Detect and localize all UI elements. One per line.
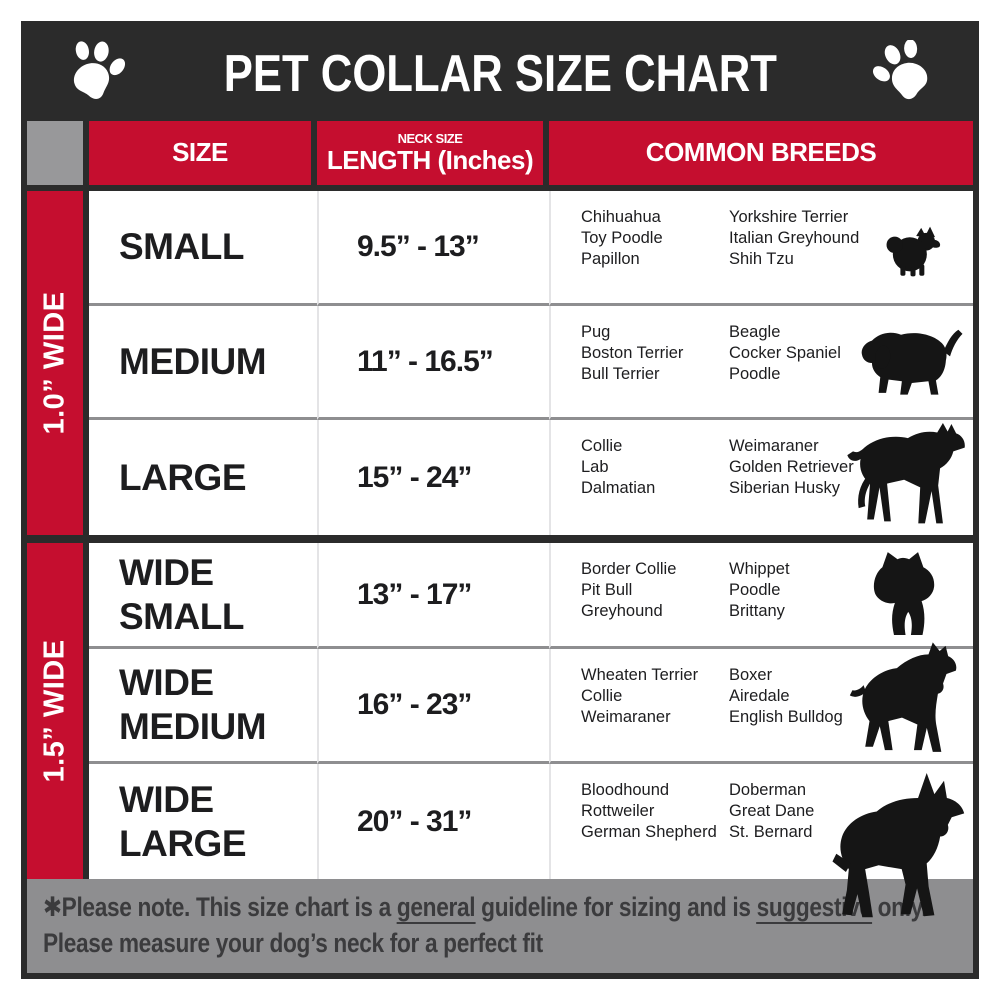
range-cell-large: 15” - 24” (317, 420, 549, 535)
range-cell-small: 9.5” - 13” (317, 191, 549, 306)
breeds-cell-wide-small: Border Collie Pit Bull Greyhound Whippet… (549, 543, 973, 649)
footnote-line-1: ✱Please note. This size chart is a gener… (43, 892, 928, 925)
footnote-text: ✱Please note. This size chart is a gener… (43, 890, 928, 961)
breed-list: Whippet Poodle Brittany (729, 560, 790, 620)
corner-spacer (27, 121, 89, 185)
paw-print-icon (871, 39, 943, 108)
section-divider (27, 535, 973, 543)
chart-frame: PET COLLAR SIZE CHART SIZE (21, 21, 979, 979)
breed-list: Pug Boston Terrier Bull Terrier (581, 323, 684, 383)
underlined-word: suggestive (756, 892, 872, 925)
section-label-1-inch-wide: 1.0” WIDE (27, 191, 89, 535)
column-header-neck-length: NECK SIZE LENGTH (Inches) (317, 121, 549, 185)
breed-list: Wheaten Terrier Collie Weimaraner (581, 666, 699, 726)
column-header-common-breeds: COMMON BREEDS (549, 121, 973, 185)
breed-list: Boxer Airedale English Bulldog (729, 666, 843, 726)
range-cell-wide-small: 13” - 17” (317, 543, 549, 649)
breed-list: Collie Lab Dalmatian (581, 437, 656, 497)
small-fluffy-dog-silhouette-icon (881, 219, 945, 277)
breeds-cell-wide-medium: Wheaten Terrier Collie Weimaraner Boxer … (549, 642, 973, 764)
range-cell-wide-large: 20” - 31” (317, 764, 549, 879)
page-title: PET COLLAR SIZE CHART (223, 45, 777, 103)
underlined-word: general (396, 892, 476, 925)
breed-list: Chihuahua Toy Poodle Papillon (581, 208, 663, 268)
paw-print-icon (57, 40, 129, 108)
breed-list: Bloodhound Rottweiler German Shepherd (581, 781, 717, 841)
breeds-cell-small: Chihuahua Toy Poodle Papillon Yorkshire … (549, 191, 973, 306)
breeds-cell-wide-large: Bloodhound Rottweiler German Shepherd Do… (549, 764, 973, 918)
size-cell-small: SMALL (89, 191, 317, 306)
breed-list: Yorkshire Terrier Italian Greyhound Shih… (729, 208, 860, 268)
range-cell-medium: 11” - 16.5” (317, 306, 549, 420)
neck-size-sublabel: NECK SIZE (397, 131, 463, 147)
range-cell-wide-medium: 16” - 23” (317, 649, 549, 764)
length-label: LENGTH (Inches) (326, 144, 534, 175)
breed-list: Border Collie Pit Bull Greyhound (581, 560, 677, 620)
size-cell-large: LARGE (89, 420, 317, 535)
size-cell-wide-small: WIDE SMALL (89, 543, 317, 649)
size-cell-medium: MEDIUM (89, 306, 317, 420)
footnote-line-2: Please measure your dog’s neck for a per… (43, 928, 543, 958)
column-header-row: SIZE NECK SIZE LENGTH (Inches) COMMON BR… (27, 121, 973, 191)
size-cell-wide-large: WIDE LARGE (89, 764, 317, 879)
breed-list: Weimaraner Golden Retriever Siberian Hus… (729, 437, 854, 497)
breeds-cell-large: Collie Lab Dalmatian Weimaraner Golden R… (549, 420, 973, 535)
breeds-cell-medium: Pug Boston Terrier Bull Terrier Beagle C… (549, 306, 973, 420)
breed-list: Doberman Great Dane St. Bernard (729, 781, 815, 841)
title-bar: PET COLLAR SIZE CHART (27, 27, 973, 121)
page-title-wrap: PET COLLAR SIZE CHART (129, 44, 871, 104)
size-table-body: 1.0” WIDE 1.5” WIDE SMALL 9.5” - 13” Chi… (27, 191, 973, 918)
size-cell-wide-medium: WIDE MEDIUM (89, 649, 317, 764)
column-header-size: SIZE (89, 121, 317, 185)
footnote-bar: ✱Please note. This size chart is a gener… (27, 879, 973, 973)
breed-list: Beagle Cocker Spaniel Poodle (729, 323, 841, 383)
section-label-1-5-inch-wide: 1.5” WIDE (27, 543, 89, 879)
